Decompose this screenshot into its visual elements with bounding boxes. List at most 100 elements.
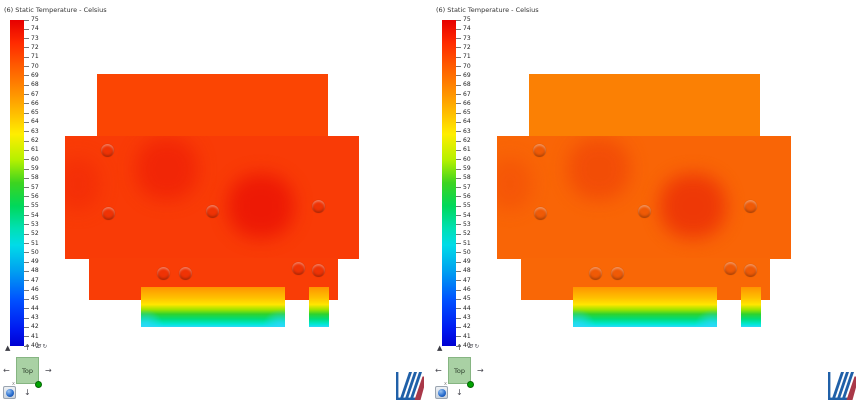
view-face-button[interactable]: Top bbox=[16, 357, 39, 384]
legend-tick: 50 bbox=[456, 249, 471, 256]
rotate-right-arrow-icon[interactable]: → bbox=[477, 366, 484, 375]
legend-tick: 65 bbox=[24, 110, 39, 116]
legend-tick: 61 bbox=[456, 147, 471, 153]
legend-tick: 69 bbox=[24, 72, 39, 79]
globe-icon[interactable] bbox=[3, 386, 16, 399]
legend-tick: 60 bbox=[456, 156, 471, 163]
legend-tick: 68 bbox=[456, 82, 471, 88]
legend-tick: 53 bbox=[24, 221, 39, 228]
rotate-right-arrow-icon[interactable]: → bbox=[45, 366, 52, 375]
legend-tick: 41 bbox=[456, 333, 471, 340]
legend-tick: 70 bbox=[24, 63, 39, 70]
board-region-top bbox=[97, 74, 328, 138]
legend-tick: 64 bbox=[456, 119, 471, 125]
legend-tick: 71 bbox=[456, 54, 471, 60]
z-axis-rotation-control[interactable]: z ↺↻ bbox=[36, 344, 47, 351]
mounting-hole bbox=[610, 266, 624, 280]
view-face-button[interactable]: Top bbox=[448, 357, 471, 384]
mounting-hole bbox=[743, 263, 757, 277]
colorbar bbox=[442, 20, 456, 346]
legend-tick: 57 bbox=[456, 184, 471, 191]
rotate-ccw-icon[interactable]: ↺ bbox=[469, 344, 474, 350]
legend-tick: 52 bbox=[24, 231, 39, 237]
legend-tick: 74 bbox=[456, 26, 471, 32]
legend-tick: 73 bbox=[456, 35, 471, 42]
legend-tick: 55 bbox=[456, 203, 471, 209]
rotate-left-arrow-icon[interactable]: ← bbox=[435, 366, 442, 375]
connector-strip-big bbox=[573, 287, 717, 327]
legend-tick: 69 bbox=[456, 72, 471, 79]
globe-sphere bbox=[437, 388, 446, 397]
view-orientation-widget: ▲ ↑ z ↺↻ ← Top → ↓ x bbox=[435, 344, 489, 402]
rotate-up-arrow-icon[interactable]: ↑ bbox=[24, 343, 31, 352]
legend-tick: 73 bbox=[24, 35, 39, 42]
legend-tick: 53 bbox=[456, 221, 471, 228]
rotate-cw-icon[interactable]: ↻ bbox=[474, 344, 480, 350]
mounting-hole bbox=[291, 261, 305, 275]
legend-tick: 54 bbox=[456, 212, 471, 219]
legend-tick: 44 bbox=[456, 305, 471, 312]
legend-title: (6) Static Temperature - Celsius bbox=[436, 6, 539, 14]
legend-tick: 58 bbox=[24, 175, 39, 181]
legend-tick: 56 bbox=[456, 193, 471, 200]
hotspot bbox=[228, 174, 294, 238]
viewport-panel-left: (6) Static Temperature - Celsius 75 74 73 7… bbox=[0, 0, 428, 415]
legend-tick: 67 bbox=[24, 91, 39, 98]
rotate-down-arrow-icon[interactable]: ↓ bbox=[24, 388, 31, 397]
colorbar-ticks: 75 74 73 72 71 70 69 68 67 66 65 64 63 62 61 60 59 58 57 56… bbox=[24, 17, 58, 349]
mounting-hole bbox=[588, 266, 602, 280]
rotate-down-arrow-icon[interactable]: ↓ bbox=[456, 388, 463, 397]
hotspot bbox=[497, 158, 532, 210]
legend-tick: 71 bbox=[24, 54, 39, 60]
viewport-panel-right: (6) Static Temperature - Celsius 75 74 73 7… bbox=[432, 0, 856, 415]
hotspot bbox=[568, 138, 630, 200]
legend-tick: 60 bbox=[24, 156, 39, 163]
legend-title: (6) Static Temperature - Celsius bbox=[4, 6, 107, 14]
contour-viewport[interactable] bbox=[0, 0, 428, 415]
legend-tick: 51 bbox=[24, 240, 39, 247]
origin-indicator bbox=[467, 381, 474, 388]
legend-tick: 61 bbox=[24, 147, 39, 153]
rotate-cw-icon[interactable]: ↻ bbox=[42, 344, 48, 350]
mounting-hole bbox=[533, 206, 547, 220]
board-region-top bbox=[529, 74, 760, 138]
legend-tick: 66 bbox=[456, 100, 471, 107]
legend-tick: 67 bbox=[456, 91, 471, 98]
globe-icon[interactable] bbox=[435, 386, 448, 399]
legend-tick: 63 bbox=[24, 128, 39, 135]
rotate-ccw-icon[interactable]: ↺ bbox=[37, 344, 42, 350]
mounting-hole bbox=[311, 199, 325, 213]
board-region-mid bbox=[65, 136, 359, 259]
x-axis-label: x bbox=[12, 381, 15, 387]
legend-tick: 46 bbox=[456, 287, 471, 293]
legend-tick: 58 bbox=[456, 175, 471, 181]
z-axis-rotation-control[interactable]: z ↺↻ bbox=[468, 344, 479, 351]
colorbar bbox=[10, 20, 24, 346]
mounting-hole bbox=[311, 263, 325, 277]
connector-strip-small bbox=[309, 287, 329, 327]
view-home-arrow-icon[interactable]: ▲ bbox=[437, 344, 443, 352]
view-home-arrow-icon[interactable]: ▲ bbox=[5, 344, 11, 352]
legend-tick: 63 bbox=[456, 128, 471, 135]
rotate-up-arrow-icon[interactable]: ↑ bbox=[456, 343, 463, 352]
legend-tick: 41 bbox=[24, 333, 39, 340]
x-axis-label: x bbox=[444, 381, 447, 387]
legend-tick: 51 bbox=[456, 240, 471, 247]
globe-sphere bbox=[5, 388, 14, 397]
legend-tick: 42 bbox=[24, 324, 39, 330]
legend-tick: 57 bbox=[24, 184, 39, 191]
legend-tick: 43 bbox=[456, 315, 471, 321]
legend-tick: 72 bbox=[456, 44, 471, 51]
rotate-left-arrow-icon[interactable]: ← bbox=[3, 366, 10, 375]
legend-tick: 55 bbox=[24, 203, 39, 209]
connector-strip-small bbox=[741, 287, 761, 327]
legend-tick: 59 bbox=[24, 166, 39, 172]
legend-tick: 47 bbox=[24, 277, 39, 284]
legend-tick: 62 bbox=[24, 138, 39, 144]
legend-tick: 74 bbox=[24, 26, 39, 32]
z-axis-label: z bbox=[468, 343, 472, 350]
contour-viewport[interactable] bbox=[432, 0, 856, 415]
view-orientation-widget: ▲ ↑ z ↺↻ ← Top → ↓ x bbox=[3, 344, 57, 402]
mounting-hole bbox=[637, 204, 651, 218]
legend-tick: 40 bbox=[456, 343, 471, 349]
